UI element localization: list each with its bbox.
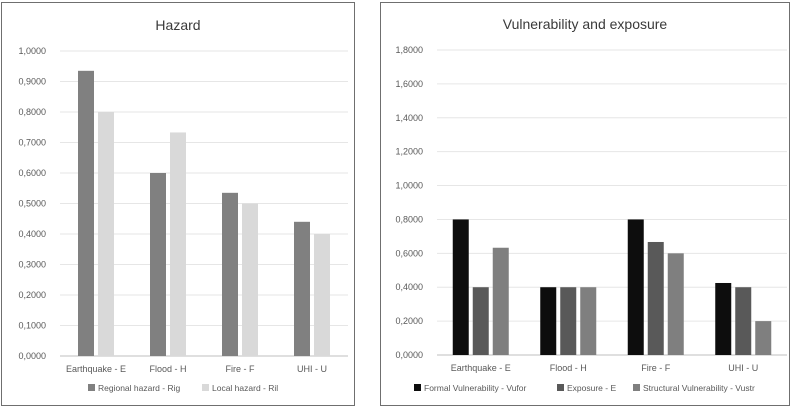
legend-swatch (414, 384, 421, 391)
x-tick-label: Flood - H (550, 363, 587, 373)
y-tick-label: 0,8000 (395, 214, 423, 224)
bar-formal-vulnerability-vufor-uhi-u (715, 282, 732, 355)
y-tick-label: 0,6000 (395, 248, 423, 258)
x-tick-label: Fire - F (641, 363, 670, 373)
y-tick-label: 0,8000 (18, 107, 46, 117)
y-tick-label: 0,2000 (18, 290, 46, 300)
bar-regional-hazard-rig-uhi-u (294, 221, 310, 356)
legend-label: Exposure - E (567, 383, 616, 393)
bar-formal-vulnerability-vufor-flood-h (540, 287, 557, 355)
bar-local-hazard-ril-uhi-u (314, 234, 330, 356)
legend-swatch (557, 384, 564, 391)
legend-swatch (88, 384, 95, 391)
bar-structural-vulnerability-vustr-earthquake-e (492, 247, 509, 355)
bar-exposure-e-flood-h (560, 287, 577, 355)
y-tick-label: 0,2000 (395, 316, 423, 326)
bar-regional-hazard-rig-earthquake-e (78, 70, 94, 356)
y-tick-label: 1,6000 (395, 79, 423, 89)
legend-label: Local hazard - Ril (212, 383, 278, 393)
bar-exposure-e-fire-f (647, 241, 664, 355)
y-tick-label: 0,9000 (18, 77, 46, 87)
y-tick-label: 1,2000 (395, 147, 423, 157)
y-tick-label: 0,7000 (18, 138, 46, 148)
y-tick-label: 1,8000 (395, 45, 423, 55)
hazard-chart-panel: Hazard 0,0000 0,1000 0,2000 0,3000 0,4000 0,50… (1, 2, 355, 406)
bar-exposure-e-earthquake-e (472, 287, 489, 355)
y-tick-label: 0,0000 (395, 350, 423, 360)
y-tick-label: 0,4000 (18, 229, 46, 239)
bar-local-hazard-ril-fire-f (242, 203, 258, 356)
x-tick-label: Earthquake - E (451, 363, 511, 373)
bar-regional-hazard-rig-flood-h (150, 173, 166, 356)
bar-local-hazard-ril-flood-h (170, 132, 186, 356)
bar-regional-hazard-rig-fire-f (222, 192, 238, 356)
bar-structural-vulnerability-vustr-fire-f (667, 253, 684, 355)
chart-title: Hazard (155, 17, 200, 33)
y-tick-label: 1,0000 (395, 181, 423, 191)
legend-label: Regional hazard - Rig (98, 383, 180, 393)
x-tick-label: UHI - U (297, 364, 327, 374)
x-tick-label: Fire - F (226, 364, 255, 374)
x-tick-label: Earthquake - E (66, 364, 126, 374)
x-tick-label: UHI - U (728, 363, 758, 373)
bar-structural-vulnerability-vustr-flood-h (580, 287, 597, 355)
bar-formal-vulnerability-vufor-earthquake-e (452, 219, 469, 355)
y-tick-label: 0,1000 (18, 321, 46, 331)
y-tick-label: 1,4000 (395, 113, 423, 123)
y-tick-label: 1,0000 (18, 46, 46, 56)
y-tick-label: 0,3000 (18, 260, 46, 270)
legend-swatch (202, 384, 209, 391)
y-tick-label: 0,5000 (18, 199, 46, 209)
legend-label: Formal Vulnerability - Vufor (424, 383, 527, 393)
bar-exposure-e-uhi-u (735, 287, 752, 355)
x-tick-label: Flood - H (149, 364, 186, 374)
hazard-chart: Hazard 0,0000 0,1000 0,2000 0,3000 0,4000 0,50… (18, 17, 348, 393)
legend-swatch (633, 384, 640, 391)
y-tick-label: 0,0000 (18, 351, 46, 361)
chart-title: Vulnerability and exposure (503, 16, 668, 32)
vulnerability-chart-panel: Vulnerability and exposure 0,0000 0,2000 0,… (380, 2, 790, 406)
legend-label: Structural Vulnerability - Vustr (643, 383, 755, 393)
bar-formal-vulnerability-vufor-fire-f (627, 219, 644, 355)
y-tick-label: 0,6000 (18, 168, 46, 178)
vulnerability-chart: Vulnerability and exposure 0,0000 0,2000 0,… (395, 16, 787, 393)
bar-local-hazard-ril-earthquake-e (98, 112, 114, 356)
bar-structural-vulnerability-vustr-uhi-u (755, 321, 772, 355)
y-tick-label: 0,4000 (395, 282, 423, 292)
